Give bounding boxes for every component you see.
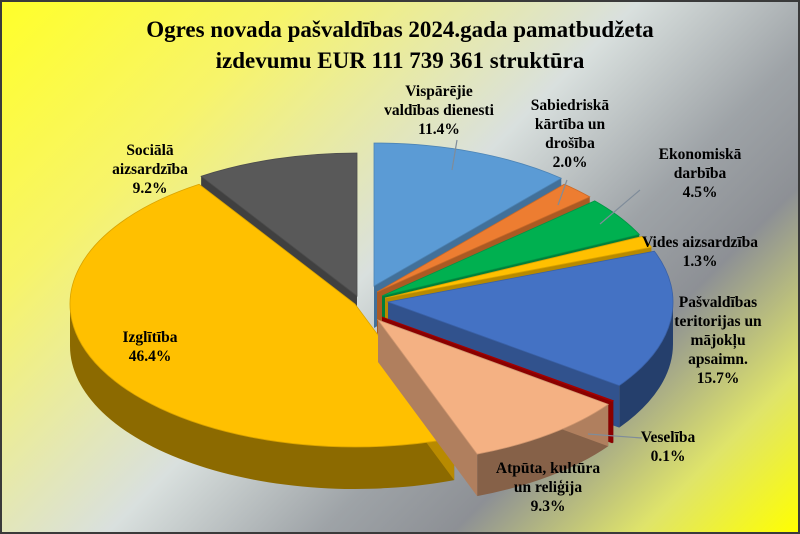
slice-label: Vispārējie valdības dienesti 11.4% bbox=[384, 83, 495, 138]
slice-label: Sabiedriskā kārtība un drošība 2.0% bbox=[531, 97, 610, 171]
slice-top bbox=[200, 152, 358, 297]
slice-top bbox=[386, 250, 674, 387]
pie-slice bbox=[376, 319, 610, 497]
slice-label: Atpūta, kultūra un reliģija 9.3% bbox=[496, 460, 600, 515]
leader-line bbox=[451, 139, 458, 171]
slice-face bbox=[378, 320, 478, 497]
slice-label: Vides aizsardzība 1.3% bbox=[642, 234, 758, 270]
slice-label: Veselība 0.1% bbox=[641, 429, 696, 465]
slice-top bbox=[376, 183, 591, 293]
leader-line bbox=[587, 433, 643, 439]
pie-slices bbox=[69, 142, 674, 497]
slice-side bbox=[619, 302, 673, 428]
slice-top bbox=[69, 183, 455, 448]
slice-top bbox=[384, 236, 653, 299]
chart-subtitle: izdevumu EUR 111 739 361 struktūra bbox=[216, 48, 585, 73]
slice-labels: Vispārējie valdības dienesti 11.4% Sabiedri… bbox=[112, 83, 762, 515]
slice-top bbox=[381, 200, 641, 297]
slice-top bbox=[381, 316, 615, 402]
slice-label: Sociālā aizsardzība 9.2% bbox=[112, 142, 188, 197]
slice-top bbox=[376, 319, 610, 455]
chart-title: Ogres novada pašvaldības 2024.gada pamat… bbox=[146, 17, 654, 42]
slice-label: Izglītība 46.4% bbox=[122, 329, 177, 365]
leader-line bbox=[557, 179, 568, 206]
slice-side bbox=[70, 304, 455, 489]
slice-label: Ekonomiskā darbība 4.5% bbox=[659, 146, 742, 201]
leader-line bbox=[599, 189, 641, 225]
slice-top bbox=[373, 142, 563, 287]
slice-label: Pašvaldības teritorijas un mājokļu apsaimn.… bbox=[674, 294, 762, 387]
